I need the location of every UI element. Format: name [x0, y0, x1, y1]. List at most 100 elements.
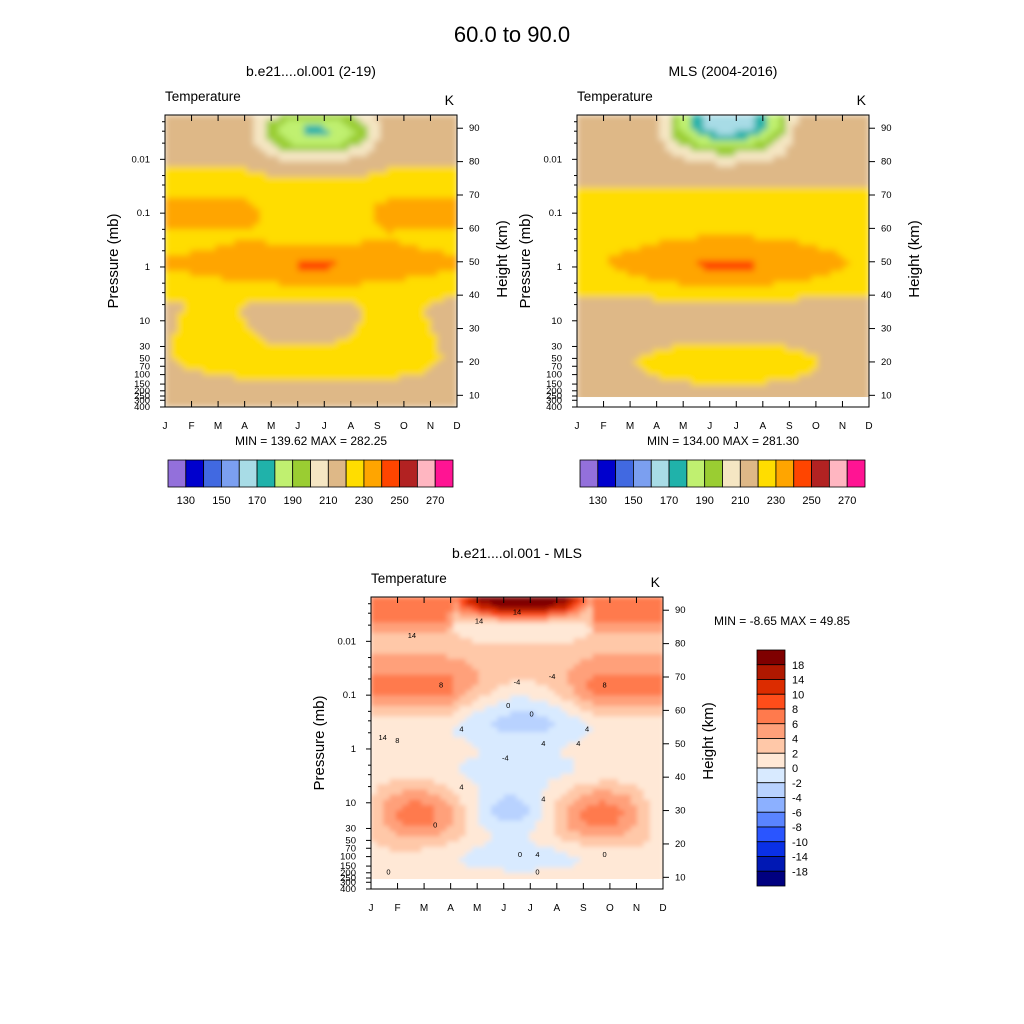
- y-tick-label-3: 200: [134, 386, 150, 397]
- legend-label-5: 4: [792, 734, 798, 746]
- x-tick-label-1: F: [600, 421, 606, 432]
- legend-label-0: 130: [589, 495, 607, 507]
- contour-label-11: 4: [576, 739, 580, 748]
- y-tick-label-1: 300: [340, 877, 356, 888]
- x-tick-label-10: N: [839, 421, 846, 432]
- panel-model-temperature: J F M A M J J A S O N D4003002502001501007050301010…: [105, 63, 511, 507]
- legend-swatch: [203, 459, 222, 488]
- panel-title: MLS (2004-2016): [669, 63, 778, 79]
- y2-tick-label-5: 60: [675, 705, 686, 716]
- y2-axis-label: Height (km): [494, 220, 511, 298]
- y-axis-label: Pressure (mb): [105, 213, 122, 308]
- x-tick-label-7: A: [759, 421, 766, 432]
- y-axis-label: Pressure (mb): [517, 213, 534, 308]
- contour-field: [577, 115, 869, 407]
- legend-swatch: [828, 459, 848, 488]
- y-tick-label-0: 400: [546, 402, 562, 413]
- legend-swatch: [274, 459, 294, 488]
- y2-tick-label-8: 90: [881, 123, 892, 134]
- x-tick-label-8: S: [580, 903, 587, 914]
- contour-fill: [577, 115, 869, 403]
- y-tick-label-0: 400: [340, 884, 356, 895]
- no-data-region: [371, 879, 663, 889]
- contour-label-16: 0: [433, 821, 437, 830]
- legend-swatch: [704, 459, 723, 488]
- plot-frame: [164, 114, 458, 408]
- y-tick-label-8: 30: [139, 341, 150, 352]
- contour-fill: [371, 597, 663, 885]
- legend-swatch: [345, 459, 365, 488]
- y-tick-label-11: 0.1: [137, 208, 150, 219]
- y-tick-label-9: 10: [345, 798, 356, 809]
- y2-axis-label: Height (km): [700, 702, 717, 780]
- contour-label-3: 8: [439, 681, 443, 690]
- contour-label-12: 4: [541, 739, 545, 748]
- subtitle: Temperature: [577, 89, 653, 104]
- legend-label-2: 170: [660, 495, 678, 507]
- legend-swatch: [756, 797, 786, 813]
- legend-label-4: 210: [731, 495, 749, 507]
- legend-label-3: 8: [792, 704, 798, 716]
- legend-swatch: [756, 767, 786, 784]
- legend-swatch: [686, 459, 706, 488]
- legend-swatch: [579, 459, 599, 488]
- legend-label-3: 190: [284, 495, 302, 507]
- contour-label-23: 14: [379, 733, 387, 742]
- legend-label-6: 250: [802, 495, 820, 507]
- y-tick-label-7: 50: [551, 353, 562, 364]
- panel-title: b.e21....ol.001 (2-19): [246, 63, 376, 79]
- legend-label-7: 0: [792, 763, 798, 775]
- legend-swatch: [756, 826, 786, 843]
- panel-title: b.e21....ol.001 - MLS: [452, 545, 582, 561]
- y2-tick-label-4: 50: [881, 257, 892, 268]
- x-tick-label-3: A: [241, 421, 248, 432]
- x-tick-label-9: O: [812, 421, 820, 432]
- y-tick-label-7: 50: [345, 835, 356, 846]
- contour-label-21: 0: [535, 867, 539, 876]
- legend-swatch: [756, 811, 786, 828]
- subtitle: Temperature: [371, 571, 447, 586]
- y2-tick-label-4: 50: [469, 257, 480, 268]
- y2-tick-label-3: 40: [469, 290, 480, 301]
- legend-label-4: 210: [319, 495, 337, 507]
- x-tick-label-8: S: [374, 421, 381, 432]
- x-tick-label-6: J: [734, 421, 739, 432]
- y-tick-label-6: 70: [345, 843, 356, 854]
- y-tick-label-2: 250: [340, 873, 356, 884]
- y2-tick-label-6: 70: [469, 190, 480, 201]
- y-tick-label-4: 150: [340, 861, 356, 872]
- legend-label-6: 2: [792, 748, 798, 760]
- y-tick-label-5: 100: [340, 852, 356, 863]
- x-tick-label-8: S: [786, 421, 793, 432]
- legend-label-6: 250: [390, 495, 408, 507]
- y-tick-label-3: 200: [546, 386, 562, 397]
- y2-tick-label-5: 60: [881, 223, 892, 234]
- contour-fill: [165, 115, 457, 407]
- x-tick-label-5: J: [707, 421, 712, 432]
- legend-swatch: [434, 459, 454, 488]
- legend-swatch: [756, 664, 786, 680]
- subtitle: Temperature: [165, 89, 241, 104]
- contour-label-13: -4: [502, 754, 509, 763]
- no-data-region: [577, 397, 869, 407]
- y2-tick-label-4: 50: [675, 739, 686, 750]
- y-tick-label-8: 30: [551, 341, 562, 352]
- y-tick-label-5: 100: [546, 370, 562, 381]
- legend-swatch: [756, 649, 786, 666]
- legend-swatch: [363, 459, 383, 488]
- legend-swatch: [310, 459, 329, 488]
- y2-tick-label-6: 70: [675, 672, 686, 683]
- legend-label-0: 18: [792, 660, 804, 672]
- y-tick-label-10: 1: [351, 744, 356, 755]
- x-tick-label-10: N: [427, 421, 434, 432]
- y-tick-label-6: 70: [551, 361, 562, 372]
- y2-tick-label-3: 40: [675, 772, 686, 783]
- x-tick-label-7: A: [553, 903, 560, 914]
- panel-difference: J F M A M J J A S O N D4003002502001501007050301010…: [311, 545, 850, 914]
- contour-label-5: 4: [459, 724, 463, 733]
- y-tick-label-6: 70: [139, 361, 150, 372]
- x-tick-label-6: J: [322, 421, 327, 432]
- y2-tick-label-2: 30: [881, 324, 892, 335]
- contour-label-2: 14: [475, 616, 483, 625]
